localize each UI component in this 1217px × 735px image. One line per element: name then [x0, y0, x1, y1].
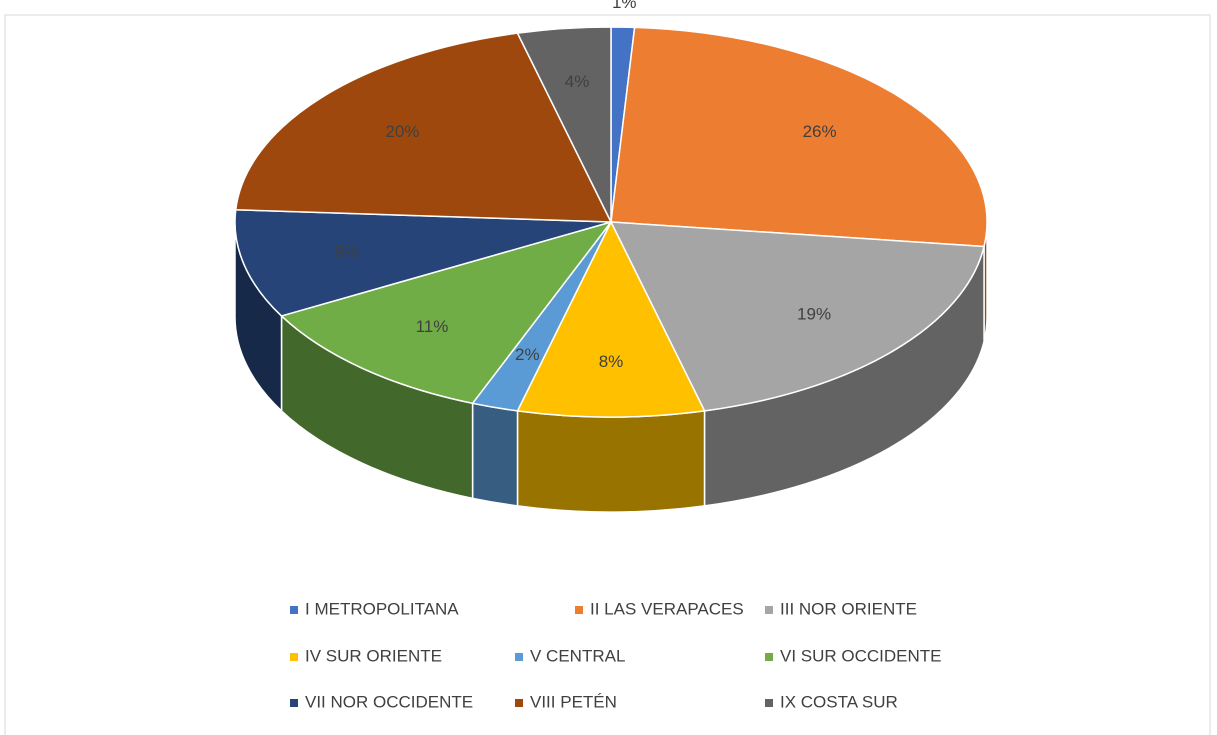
- data-label: 4%: [565, 72, 590, 91]
- pie-side: [471, 402, 519, 507]
- legend-label: VIII PETÉN: [530, 692, 617, 711]
- legend-label: VI SUR OCCIDENTE: [780, 646, 942, 665]
- pie-slice: [609, 221, 985, 412]
- data-label: 1%: [612, 0, 637, 12]
- pie-slice: [234, 32, 613, 223]
- legend-label: III NOR ORIENTE: [780, 599, 917, 618]
- pie-slice: [280, 220, 613, 405]
- legend-label: VII NOR OCCIDENTE: [305, 692, 473, 711]
- pie-slice: [516, 220, 706, 418]
- data-label: 11%: [416, 317, 449, 336]
- legend-label: IX COSTA SUR: [780, 692, 898, 711]
- data-label: 9%: [335, 242, 360, 261]
- data-label: 19%: [797, 304, 831, 323]
- legend-label: I METROPOLITANA: [305, 599, 459, 618]
- legend-swatch: [290, 699, 298, 707]
- legend-swatch: [765, 606, 773, 614]
- legend-swatch: [290, 606, 298, 614]
- data-label: 20%: [385, 122, 419, 141]
- legend-swatch: [765, 653, 773, 661]
- legend-swatch: [515, 699, 523, 707]
- legend-swatch: [575, 606, 583, 614]
- legend-label: II LAS VERAPACES: [590, 599, 744, 618]
- legend-swatch: [290, 653, 298, 661]
- pie-slice: [516, 26, 612, 223]
- legend-label: V CENTRAL: [530, 646, 625, 665]
- data-label: 2%: [515, 345, 540, 364]
- legend-label: IV SUR ORIENTE: [305, 646, 442, 665]
- legend-swatch: [515, 653, 523, 661]
- data-label: 8%: [599, 352, 624, 371]
- legend-swatch: [765, 699, 773, 707]
- pie-slice: [234, 208, 612, 317]
- data-label: 26%: [803, 122, 837, 141]
- pie-side: [516, 410, 706, 513]
- pie-slice: [610, 26, 988, 248]
